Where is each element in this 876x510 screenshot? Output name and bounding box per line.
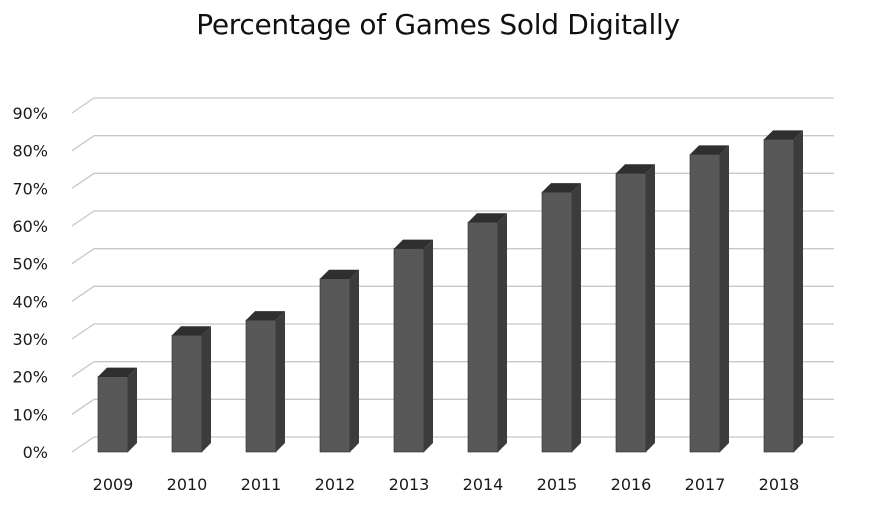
bar-2011 [245, 311, 285, 453]
y-tick-label: 70% [12, 179, 48, 198]
x-tick-label: 2013 [389, 475, 430, 494]
x-axis-ticks: 2009 2010 2011 2012 2013 2014 2015 2016 2017 2018 [93, 475, 800, 494]
bar-top [246, 311, 285, 321]
y-tick-label: 40% [12, 292, 48, 311]
bar-top [542, 183, 581, 193]
gridline [71, 210, 834, 227]
bar-2016 [615, 164, 655, 453]
bar-front [763, 139, 795, 453]
bar-top [172, 326, 211, 336]
bar-side [794, 130, 803, 452]
x-tick-label: 2016 [611, 475, 652, 494]
y-tick-label: 80% [12, 142, 48, 161]
y-tick-label: 10% [12, 405, 48, 424]
bar-front [245, 319, 277, 453]
bar-front [97, 376, 129, 453]
y-tick-label: 50% [12, 255, 48, 274]
chart-title: Percentage of Games Sold Digitally [196, 8, 680, 41]
bar-front [615, 172, 647, 453]
y-tick-label: 60% [12, 217, 48, 236]
gridline [71, 248, 834, 265]
bar-2014 [467, 213, 507, 453]
bar-front [689, 154, 721, 453]
bar-2015 [541, 183, 581, 453]
gridline [71, 436, 834, 453]
gridline [71, 285, 834, 302]
bar-side [572, 183, 581, 452]
bar-2018 [763, 130, 803, 453]
bar-2010 [171, 326, 211, 453]
bar-front [467, 221, 499, 453]
bar-side [202, 326, 211, 452]
x-tick-label: 2010 [167, 475, 208, 494]
bar-top [616, 164, 655, 174]
bar-front [541, 191, 573, 453]
x-tick-label: 2015 [537, 475, 578, 494]
bar-top [98, 367, 137, 377]
bar-top [690, 145, 729, 155]
bar-2009 [97, 367, 137, 453]
gridline [71, 172, 834, 189]
bar-top [764, 130, 803, 140]
bar-2013 [393, 239, 433, 453]
x-tick-label: 2012 [315, 475, 356, 494]
bar-2017 [689, 145, 729, 453]
bar-front [171, 334, 203, 453]
y-tick-label: 20% [12, 368, 48, 387]
bar-top [320, 269, 359, 279]
y-tick-label: 0% [23, 443, 48, 462]
x-tick-label: 2009 [93, 475, 134, 494]
bar-front [319, 278, 351, 453]
gridline [71, 135, 834, 152]
bar-side [646, 164, 655, 452]
y-tick-label: 30% [12, 330, 48, 349]
bar-front [393, 248, 425, 453]
gridline [71, 361, 834, 378]
bar-side [128, 367, 137, 452]
bars [97, 130, 803, 453]
gridlines [71, 97, 834, 453]
x-tick-label: 2017 [685, 475, 726, 494]
bar-side [350, 269, 359, 452]
gridline [71, 323, 834, 340]
bar-side [424, 239, 433, 452]
x-tick-label: 2018 [759, 475, 800, 494]
bar-2012 [319, 269, 359, 453]
y-axis-ticks: 0% 10% 20% 30% 40% 50% 60% 70% 80% 90% [12, 104, 48, 462]
x-tick-label: 2011 [241, 475, 282, 494]
bar-side [498, 213, 507, 452]
x-tick-label: 2014 [463, 475, 504, 494]
bar-top [468, 213, 507, 223]
bar-side [720, 145, 729, 452]
gridline [71, 97, 834, 114]
bar-top [394, 239, 433, 249]
gridline [71, 398, 834, 415]
bar-side [276, 311, 285, 452]
y-tick-label: 90% [12, 104, 48, 123]
